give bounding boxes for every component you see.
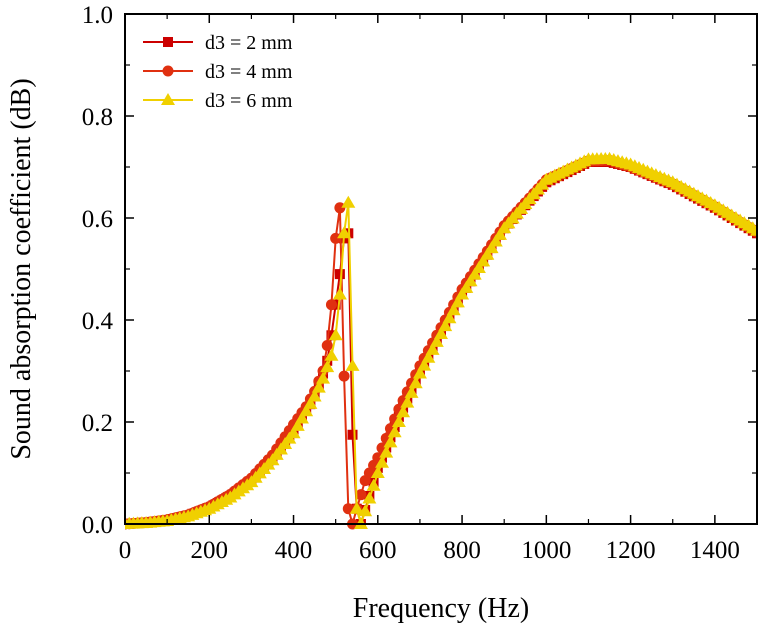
data-point <box>434 327 448 340</box>
data-point <box>425 342 440 355</box>
data-point <box>492 227 507 240</box>
y-tick-label: 0.2 <box>82 410 113 437</box>
x-tick-label: 1000 <box>521 537 571 564</box>
data-point <box>421 350 436 363</box>
series-3 <box>125 151 757 529</box>
data-point <box>412 366 427 379</box>
data-point <box>324 348 339 361</box>
data-point <box>347 429 358 440</box>
data-point <box>459 280 474 293</box>
x-tick-label: 200 <box>191 537 229 564</box>
data-point <box>355 489 367 501</box>
data-point <box>338 370 350 382</box>
data-point <box>311 380 326 393</box>
data-point <box>325 299 337 311</box>
legend-label: d3 = 6 mm <box>205 90 293 112</box>
data-point <box>404 385 419 398</box>
x-tick-label: 800 <box>443 537 481 564</box>
data-point <box>408 376 423 389</box>
data-point <box>345 358 360 371</box>
data-point <box>370 466 385 478</box>
data-point <box>326 330 337 341</box>
data-point <box>332 287 347 300</box>
legend-marker <box>162 65 174 77</box>
data-point <box>450 295 465 308</box>
x-tick-label: 0 <box>119 537 132 564</box>
legend-entry-3: d3 = 6 mm <box>143 90 293 112</box>
legend-entry-2: d3 = 4 mm <box>143 61 293 83</box>
data-point <box>334 269 345 280</box>
data-point <box>467 267 482 280</box>
data-point <box>362 491 377 504</box>
data-point <box>484 241 499 254</box>
data-point <box>383 435 398 448</box>
data-point <box>286 426 301 439</box>
y-tick-label: 1.0 <box>82 2 113 29</box>
data-point <box>463 274 478 287</box>
data-point <box>366 478 381 491</box>
data-point <box>396 405 411 418</box>
x-tick-label: 1400 <box>690 537 740 564</box>
legend-label: d3 = 2 mm <box>205 32 293 54</box>
data-point <box>320 360 335 373</box>
x-axis-title: Frequency (Hz) <box>353 593 529 624</box>
x-tick-label: 600 <box>359 537 397 564</box>
data-point <box>303 396 318 409</box>
data-point <box>442 311 457 324</box>
data-point <box>417 358 432 371</box>
legend-entry-1: d3 = 2 mm <box>143 32 293 54</box>
data-point <box>387 425 402 438</box>
data-point <box>358 504 373 517</box>
data-point <box>307 389 322 402</box>
data-point <box>438 319 453 332</box>
data-point <box>299 404 314 417</box>
data-point <box>337 226 352 239</box>
x-tick-label: 1200 <box>606 537 656 564</box>
legend-marker <box>161 93 175 105</box>
legend-marker <box>163 37 173 47</box>
data-point <box>391 415 406 427</box>
data-point <box>316 371 331 384</box>
data-point <box>400 395 415 408</box>
data-point <box>349 501 364 514</box>
y-tick-label: 0.0 <box>82 512 113 539</box>
data-point <box>330 232 342 244</box>
data-point <box>375 455 390 468</box>
data-point <box>750 223 757 236</box>
legend-label: d3 = 4 mm <box>205 61 293 83</box>
data-point <box>476 254 491 267</box>
data-point <box>471 260 486 273</box>
x-tick-label: 400 <box>275 537 313 564</box>
data-point <box>480 247 495 260</box>
data-point <box>294 411 309 424</box>
data-point <box>429 334 444 347</box>
data-point <box>290 418 305 431</box>
y-axis-title: Sound absorption coefficient (dB) <box>6 78 37 459</box>
data-point <box>455 287 470 300</box>
y-tick-label: 0.6 <box>82 206 113 233</box>
data-point <box>379 445 394 458</box>
data-point <box>341 195 356 208</box>
data-point <box>334 202 346 214</box>
data-point <box>328 328 343 341</box>
data-point <box>446 303 461 316</box>
y-tick-label: 0.8 <box>82 104 113 131</box>
y-tick-label: 0.4 <box>82 308 114 335</box>
data-point <box>321 340 333 351</box>
data-point <box>488 234 503 247</box>
